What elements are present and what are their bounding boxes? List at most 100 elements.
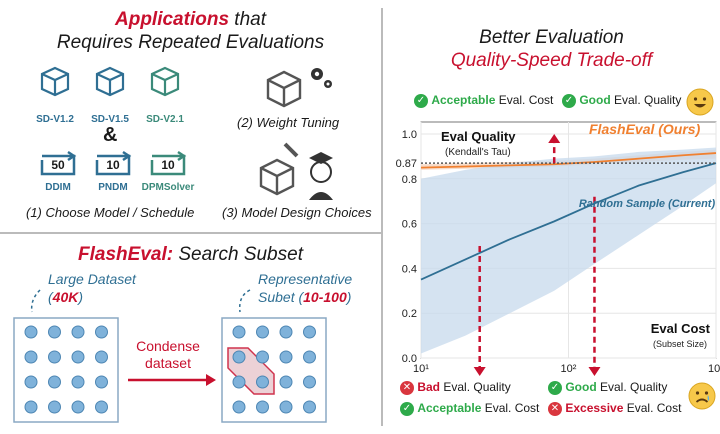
condense-label: Condense dataset bbox=[128, 338, 208, 372]
y-tick-label: 0.2 bbox=[402, 308, 417, 320]
top-status-2-emph: Good bbox=[579, 93, 611, 107]
y-tick-label: 0.0 bbox=[402, 353, 417, 365]
cube-icon-2 bbox=[95, 66, 125, 97]
y-tick-label: 0.6 bbox=[402, 219, 417, 231]
happy-face-icon bbox=[686, 88, 714, 116]
x-axis-title: Eval Cost bbox=[651, 321, 711, 336]
data-point-dot bbox=[279, 400, 293, 414]
ampersand: & bbox=[103, 124, 118, 146]
top-status-1: ✓ Acceptable Eval. Cost bbox=[414, 93, 553, 108]
data-point-dot bbox=[95, 400, 108, 414]
check-icon: ✓ bbox=[414, 93, 428, 108]
data-point-dot bbox=[24, 350, 38, 364]
data-point-dot bbox=[303, 350, 316, 364]
bottom-status-1: ✕ Bad Eval. Quality bbox=[400, 380, 511, 395]
bottom-status-4: ✕ Excessive Eval. Cost bbox=[548, 401, 681, 416]
top-status-1-emph: Acceptable bbox=[431, 93, 496, 107]
bottom-status-2: ✓ Good Eval. Quality bbox=[548, 380, 667, 395]
model-label-2: SD-V1.5 bbox=[91, 114, 129, 125]
right-title-line2: Quality-Speed Trade-off bbox=[450, 50, 653, 71]
data-point-dot bbox=[232, 375, 246, 389]
schedule-name-2: PNDM bbox=[98, 182, 128, 193]
data-point-dot bbox=[303, 325, 316, 339]
data-point-dot bbox=[303, 375, 316, 389]
schedule-steps-1: 50 bbox=[51, 158, 65, 172]
series-label-random-line1: Random Sample (Current) bbox=[579, 198, 716, 210]
data-point-dot bbox=[48, 325, 61, 339]
arrow-head-1 bbox=[473, 367, 486, 376]
data-point-dot bbox=[48, 350, 61, 364]
x-tick-label: 10³ bbox=[708, 363, 720, 375]
y-tick-label: 1.0 bbox=[402, 129, 417, 141]
bottom-status-1-emph: Bad bbox=[417, 380, 441, 394]
data-point-dot bbox=[95, 325, 108, 339]
y-tick-label: 0.87 bbox=[396, 158, 417, 170]
loop-arrow-icon-3 bbox=[150, 150, 187, 176]
condense-line2: dataset bbox=[145, 355, 191, 371]
applications-title-emph: Applications bbox=[115, 9, 230, 30]
series-label-flasheval: FlashEval (Ours) bbox=[589, 121, 701, 137]
x-axis-subtitle: (Subset Size) bbox=[653, 339, 707, 349]
model-cube-icons bbox=[40, 66, 180, 97]
x-icon: ✕ bbox=[548, 401, 562, 416]
representative-label: Representative Subet (10-100) bbox=[258, 270, 352, 306]
top-status-2-rest: Eval. Quality bbox=[610, 93, 682, 107]
flasheval-title-emph: FlashEval: bbox=[78, 244, 174, 265]
schedule-name-3: DPMSolver bbox=[141, 182, 195, 193]
loop-arrow-icon-1 bbox=[40, 150, 77, 176]
right-title-line1: Better Evaluation bbox=[479, 27, 624, 48]
data-point-dot bbox=[48, 375, 61, 389]
series-label-random: Random Sample (Current) bbox=[579, 198, 716, 210]
y-axis-subtitle: (Kendall's Tau) bbox=[445, 147, 511, 158]
bottom-status-2-emph: Good bbox=[565, 380, 597, 394]
bottom-status-3: ✓ Acceptable Eval. Cost bbox=[400, 401, 539, 416]
data-point-dot bbox=[303, 400, 316, 414]
rep-count-post: ) bbox=[346, 289, 352, 305]
data-point-dot bbox=[232, 325, 246, 339]
data-point-dot bbox=[256, 325, 269, 339]
large-count-pre: ( bbox=[48, 289, 53, 305]
loop-arrow-icon-2 bbox=[95, 150, 132, 176]
bottom-status-2-rest: Eval. Quality bbox=[596, 380, 668, 394]
bottom-status-3-emph: Acceptable bbox=[417, 401, 482, 415]
data-point-dot bbox=[256, 400, 269, 414]
data-point-dot bbox=[48, 400, 61, 414]
large-dataset-text: Large Dataset bbox=[48, 271, 136, 287]
cube-scholar-icon bbox=[259, 142, 333, 200]
data-point-dot bbox=[71, 325, 85, 339]
check-icon: ✓ bbox=[548, 380, 562, 395]
rep-count-pre: Subet ( bbox=[258, 289, 304, 305]
data-point-dot bbox=[279, 350, 293, 364]
x-icon: ✕ bbox=[400, 380, 414, 395]
data-point-dot bbox=[232, 400, 246, 414]
series-band-0 bbox=[421, 149, 716, 170]
model-label-3: SD-V2.1 bbox=[146, 114, 184, 125]
data-point-dot bbox=[71, 350, 85, 364]
large-count: 40K bbox=[52, 289, 79, 305]
arrow-head-0 bbox=[548, 134, 561, 143]
bottom-status-3-rest: Eval. Cost bbox=[481, 401, 540, 415]
data-point-dot bbox=[24, 325, 38, 339]
x-tick-label: 10² bbox=[561, 363, 577, 375]
dataset-diagram bbox=[13, 289, 327, 423]
condense-line1: Condense bbox=[136, 338, 200, 354]
data-point-dot bbox=[256, 350, 269, 364]
arrow-head-2 bbox=[588, 367, 601, 376]
data-point-dot bbox=[71, 375, 85, 389]
right-title: Better Evaluation Quality-Speed Trade-of… bbox=[383, 26, 720, 72]
cube-icon-1 bbox=[40, 66, 70, 97]
applications-title: Applications that Requires Repeated Eval… bbox=[0, 8, 381, 54]
data-point-dot bbox=[95, 350, 108, 364]
flasheval-title-rest: Search Subset bbox=[173, 244, 303, 265]
vertical-divider bbox=[381, 8, 383, 426]
cube-icon-3 bbox=[150, 66, 180, 97]
schedule-name-1: DDIM bbox=[45, 182, 71, 193]
top-status-2: ✓ Good Eval. Quality bbox=[562, 93, 681, 108]
bottom-status-4-emph: Excessive bbox=[565, 401, 624, 415]
data-point-dot bbox=[279, 325, 293, 339]
data-point-dot bbox=[279, 375, 293, 389]
y-tick-label: 0.8 bbox=[402, 174, 417, 186]
check-icon: ✓ bbox=[400, 401, 414, 416]
bottom-status-1-rest: Eval. Quality bbox=[440, 380, 511, 394]
schedule-icons bbox=[40, 150, 187, 176]
